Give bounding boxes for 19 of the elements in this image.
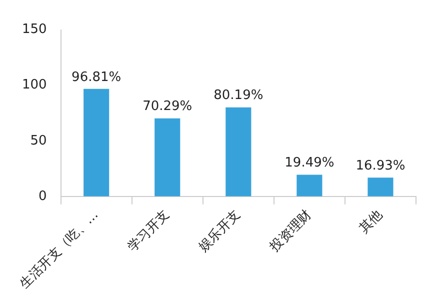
bar bbox=[84, 88, 110, 196]
bar bbox=[154, 118, 180, 196]
data-label: 96.81% bbox=[72, 70, 122, 85]
y-tick-label: 100 bbox=[22, 78, 47, 93]
data-label: 16.93% bbox=[356, 158, 406, 174]
x-tick-label: 娱乐开支 bbox=[196, 208, 244, 255]
x-tick-label: 其他 bbox=[356, 208, 386, 237]
y-tick-label: 150 bbox=[22, 22, 47, 38]
x-tick-label: 投资理财 bbox=[266, 208, 315, 256]
x-tick-label: 生活开支（吃、… bbox=[17, 208, 102, 292]
y-tick-label: 50 bbox=[30, 133, 47, 148]
data-label: 70.29% bbox=[142, 99, 192, 114]
data-label: 19.49% bbox=[284, 156, 334, 171]
y-tick-label: 0 bbox=[38, 188, 47, 204]
data-label: 80.19% bbox=[214, 88, 264, 104]
bar bbox=[226, 107, 252, 196]
x-tick-label: 学习开支 bbox=[125, 208, 173, 255]
bar bbox=[296, 174, 322, 196]
bar bbox=[368, 178, 394, 196]
